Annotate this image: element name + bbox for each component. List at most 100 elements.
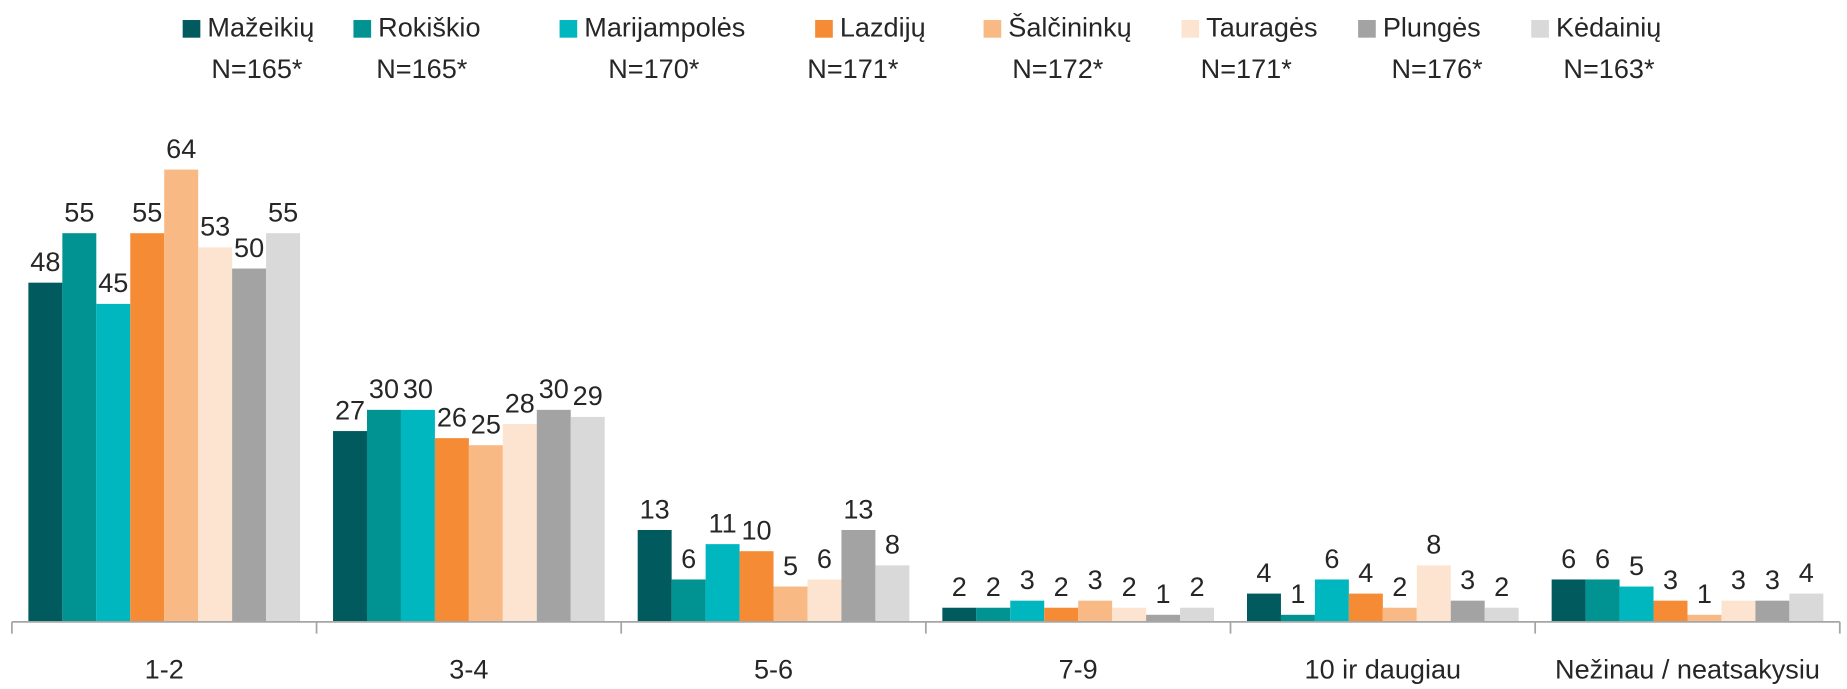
value-label: 30 [403, 373, 433, 404]
bar [671, 579, 706, 622]
x-tick-label: 3-4 [449, 653, 488, 684]
value-label: 2 [1392, 571, 1407, 602]
bar [96, 303, 131, 622]
legend-note: N=165* [376, 53, 468, 84]
value-label: 64 [166, 133, 196, 164]
legend-note: N=165* [211, 53, 303, 84]
bar [28, 282, 63, 622]
bar [1721, 600, 1756, 622]
legend-note: N=176* [1391, 53, 1483, 84]
bar [1146, 614, 1181, 622]
legend-swatch [1181, 20, 1200, 38]
bar [1112, 607, 1147, 622]
value-label: 25 [471, 409, 501, 440]
bar [1450, 600, 1485, 622]
bar [130, 233, 165, 622]
value-label: 55 [64, 197, 94, 228]
bar [400, 409, 435, 622]
value-label: 4 [1256, 557, 1271, 588]
legend-label: Marijampolės [584, 12, 745, 43]
value-label: 6 [1561, 543, 1576, 574]
x-tick-label: 1-2 [145, 653, 184, 684]
value-label: 4 [1358, 557, 1373, 588]
bar [1653, 600, 1688, 622]
value-label: 2 [1054, 571, 1069, 602]
bar [739, 551, 774, 622]
value-label: 2 [1122, 571, 1137, 602]
bar [468, 445, 503, 622]
legend-note: N=170* [608, 53, 700, 84]
bar [164, 169, 199, 622]
bar [976, 607, 1011, 622]
bar [637, 530, 672, 622]
bar [502, 424, 537, 622]
x-tick-label: 7-9 [1059, 653, 1098, 684]
bar [1044, 607, 1079, 622]
legend-swatch [1531, 20, 1549, 38]
bar [367, 409, 401, 622]
legend-label: Kėdainių [1556, 12, 1661, 43]
bar [1789, 593, 1824, 622]
x-tick-label: 10 ir daugiau [1305, 653, 1462, 684]
bar [536, 409, 571, 622]
value-label: 1 [1156, 578, 1171, 609]
bar [1619, 586, 1654, 622]
bar [1314, 579, 1349, 622]
bar [1585, 579, 1620, 622]
bar [1010, 600, 1045, 622]
legend-swatch [1358, 20, 1376, 38]
legend-swatch [983, 20, 1002, 38]
value-label: 55 [132, 197, 162, 228]
legend-label: Lazdijų [840, 12, 926, 43]
value-label: 2 [1190, 571, 1205, 602]
bar [333, 431, 367, 622]
value-label: 28 [505, 387, 535, 418]
bar [1484, 607, 1519, 622]
legend-swatch [815, 20, 833, 38]
bar [807, 579, 842, 622]
value-label: 30 [369, 373, 399, 404]
value-label: 2 [1494, 571, 1509, 602]
value-label: 3 [1765, 564, 1780, 595]
bar [773, 586, 808, 622]
legend-swatch [353, 20, 372, 38]
legend-note: N=171* [807, 53, 899, 84]
bar [875, 565, 910, 622]
value-label: 2 [952, 571, 967, 602]
value-label: 55 [268, 197, 298, 228]
bar [266, 233, 301, 622]
legend-label: Šalčininkų [1008, 12, 1131, 43]
legend-label: Tauragės [1206, 12, 1317, 43]
value-label: 13 [640, 493, 670, 524]
bar [1246, 593, 1281, 622]
bar [232, 268, 267, 622]
value-label: 6 [681, 543, 696, 574]
bar [1416, 565, 1451, 622]
value-label: 4 [1799, 557, 1814, 588]
legend-label: Rokiškio [378, 12, 480, 43]
bar [1551, 579, 1586, 622]
value-label: 53 [200, 211, 230, 242]
value-label: 6 [1595, 543, 1610, 574]
value-label: 11 [709, 507, 737, 538]
value-label: 29 [573, 380, 603, 411]
bar [942, 607, 977, 622]
bar [1348, 593, 1383, 622]
value-label: 27 [335, 394, 365, 425]
legend-label: Plungės [1383, 12, 1481, 43]
legend-swatch [559, 20, 578, 38]
value-label: 3 [1663, 564, 1678, 595]
bar [1180, 607, 1215, 622]
bar [434, 438, 469, 622]
bar [1280, 614, 1315, 622]
value-label: 2 [986, 571, 1001, 602]
value-label: 48 [30, 246, 60, 277]
bar [1755, 600, 1790, 622]
bar [62, 233, 97, 622]
x-tick-label: 5-6 [754, 653, 793, 684]
bar [570, 416, 605, 622]
bar [198, 247, 233, 622]
value-label: 50 [234, 232, 264, 263]
value-label: 26 [437, 401, 467, 432]
